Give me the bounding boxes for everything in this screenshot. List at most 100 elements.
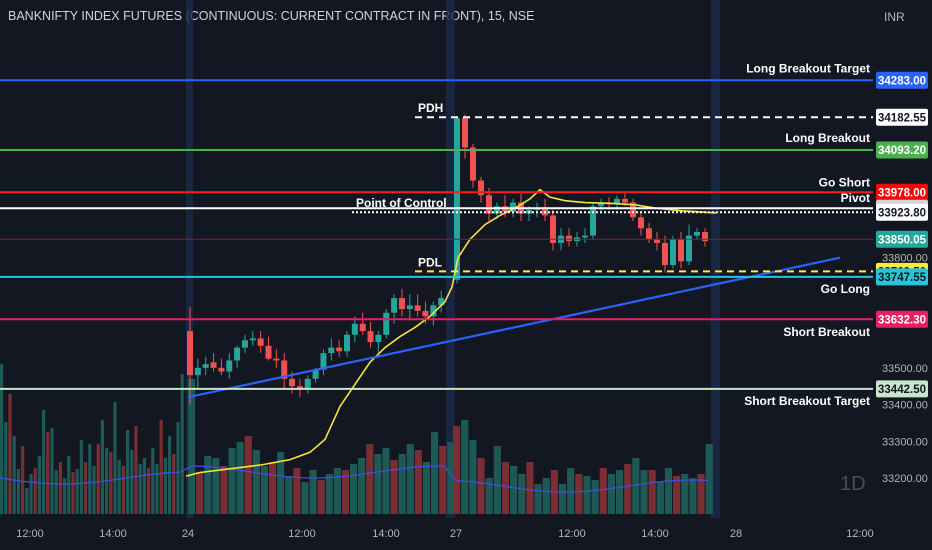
- candle: [694, 228, 700, 240]
- candle-body: [265, 345, 272, 359]
- volume-bar: [591, 480, 599, 514]
- price-axis: 33800.00 33500.00 33400.00 33300.00 33200.00: [882, 253, 928, 485]
- candle-body: [406, 305, 413, 310]
- ascending-trendline[interactable]: [187, 256, 841, 399]
- candle-body: [462, 118, 468, 148]
- session-band: [711, 0, 720, 518]
- candle-body: [414, 305, 421, 311]
- candle: [566, 228, 572, 247]
- volume-bar: [100, 420, 104, 514]
- session-bands: [186, 0, 720, 518]
- candle-body: [241, 340, 248, 348]
- volume-bar: [244, 436, 252, 514]
- volume-bar: [228, 448, 236, 514]
- level-label: PDH: [418, 101, 443, 115]
- level-label: Long Breakout Target: [746, 61, 870, 75]
- candle: [638, 213, 644, 236]
- currency-label[interactable]: INR: [884, 10, 905, 24]
- candle-body: [494, 206, 500, 214]
- time-tick: 12:00: [846, 528, 874, 540]
- level-label: PDL: [418, 255, 442, 269]
- volume-bar: [439, 446, 447, 514]
- candle: [702, 228, 708, 247]
- candle-body: [694, 231, 700, 236]
- volume-bar: [138, 464, 142, 514]
- volume-bars: [0, 364, 713, 514]
- volume-bar: [616, 470, 624, 514]
- candle-body: [430, 305, 437, 317]
- volume-bar: [0, 364, 4, 514]
- volume-bar: [121, 466, 125, 514]
- volume-bar: [277, 452, 285, 514]
- candle: [470, 143, 476, 188]
- price-badge-text: 34093.20: [878, 145, 926, 157]
- candle: [534, 202, 540, 218]
- level-label: Short Breakout Target: [744, 394, 870, 408]
- volume-bar: [382, 448, 390, 514]
- volume-bar: [21, 446, 25, 514]
- volume-bar: [414, 450, 422, 514]
- volume-bar: [422, 462, 430, 514]
- volume-bar: [151, 448, 155, 514]
- level-point-of-control: Point of Control 33923.80: [352, 196, 928, 221]
- price-tick: 33400.00: [882, 400, 928, 412]
- price-badge: [876, 183, 928, 201]
- candle: [662, 235, 668, 273]
- candle-body: [320, 353, 327, 370]
- volume-bar: [212, 458, 220, 514]
- volume-bar: [134, 426, 138, 514]
- volume-bar: [8, 394, 12, 514]
- volume-bar: [358, 458, 366, 514]
- time-tick: 27: [450, 528, 462, 540]
- candle: [654, 231, 660, 251]
- candle: [273, 349, 280, 368]
- candle-body: [486, 195, 492, 214]
- volume-bar: [656, 482, 664, 514]
- volume-bar: [575, 474, 583, 514]
- candle-body: [454, 118, 460, 280]
- candle: [582, 228, 588, 243]
- volume-bar: [431, 432, 439, 514]
- candle: [486, 187, 492, 221]
- vwap-line: [185, 188, 717, 477]
- price-badge-text: 33747.55: [878, 272, 927, 284]
- volume-bar: [163, 458, 167, 514]
- price-badge: [876, 203, 928, 221]
- candle-body: [598, 202, 604, 207]
- volume-bar: [624, 464, 632, 514]
- volume-bar: [96, 444, 100, 514]
- candle: [478, 176, 484, 203]
- candle-body: [187, 331, 193, 376]
- volume-bar: [58, 462, 62, 514]
- volume-bar: [196, 472, 204, 514]
- price-badge-text: 33632.30: [878, 314, 926, 326]
- price-badge: [876, 141, 928, 159]
- candle-body: [566, 235, 572, 242]
- volume-bar: [632, 458, 640, 514]
- volume-bar: [236, 442, 244, 514]
- volume-bar: [220, 466, 228, 514]
- volume-bar: [25, 488, 29, 514]
- volume-bar: [188, 379, 196, 514]
- volume-bar: [42, 410, 46, 514]
- candle-body: [510, 202, 516, 212]
- candle: [210, 353, 217, 372]
- candle-body: [478, 180, 484, 196]
- level-pdh: PDH 34182.55: [415, 101, 928, 126]
- candle-body: [422, 310, 429, 317]
- candle: [678, 231, 684, 269]
- candles: [187, 114, 708, 405]
- candle-body: [289, 378, 296, 387]
- candle-body: [662, 242, 668, 265]
- candle-body: [336, 347, 343, 352]
- candle: [265, 336, 272, 361]
- vwap-path: [185, 188, 717, 477]
- volume-bar: [79, 440, 83, 514]
- trendline: [187, 256, 841, 399]
- candle-body: [218, 367, 225, 372]
- volume-bar: [477, 458, 485, 514]
- candle: [351, 316, 358, 343]
- candle: [218, 358, 225, 376]
- time-tick: 12:00: [288, 528, 316, 540]
